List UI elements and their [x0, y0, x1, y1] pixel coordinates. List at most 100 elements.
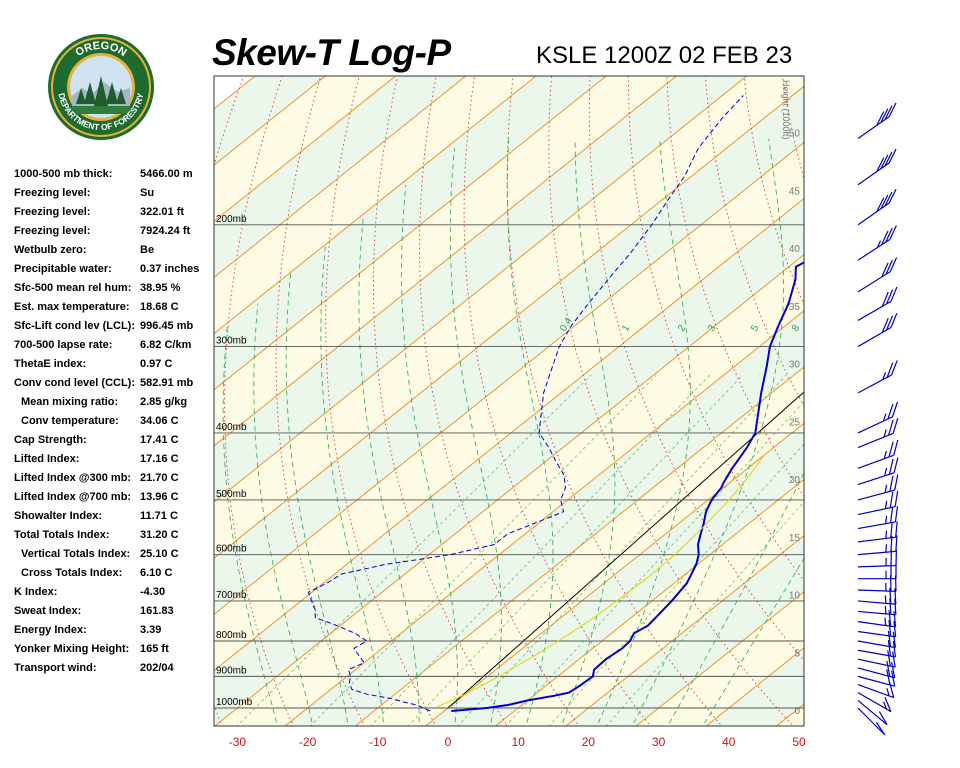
isotherm-line [635, 591, 804, 726]
isotherm-line [214, 76, 397, 222]
moist-adiabat [253, 303, 314, 726]
stat-value: -4.30 [140, 586, 166, 598]
station-time-label: KSLE 1200Z 02 FEB 23 [536, 42, 793, 69]
stat-value: 11.71 C [140, 510, 178, 522]
stat-label: Total Totals Index: [14, 529, 110, 541]
x-tick-label: -20 [299, 735, 317, 749]
isotherm-line [214, 76, 607, 391]
svg-text:OREGON: OREGON [73, 40, 128, 59]
isotherm-band [214, 76, 396, 222]
wind-barb [857, 148, 897, 186]
stat-label: Showalter Index: [14, 510, 103, 522]
stat-value: 2.85 g/kg [140, 396, 188, 408]
stat-value: 165 ft [140, 643, 169, 655]
dry-adiabat [224, 76, 294, 726]
isotherm-line [565, 534, 804, 726]
pressure-label: 800mb [216, 630, 247, 641]
mixing-ratio-line [505, 400, 804, 726]
dry-adiabat [506, 76, 723, 726]
isotherm-line [284, 310, 804, 726]
moist-adiabat [702, 557, 804, 726]
chart-title: Skew-T Log-P [212, 32, 451, 73]
stat-label: Yonker Mixing Height: [14, 643, 130, 655]
wind-barb [857, 418, 899, 449]
wind-barb [857, 360, 898, 394]
pressure-label: 200mb [216, 214, 247, 225]
pressure-label: 500mb [216, 489, 247, 500]
x-tick-label: -10 [369, 735, 387, 749]
plot-frame [213, 75, 805, 727]
wind-barb [857, 640, 897, 658]
stat-value: 17.41 C [140, 434, 179, 446]
stat-label: Mean mixing ratio: [21, 396, 119, 408]
stat-value: 38.95 % [140, 282, 181, 294]
stat-value: Su [140, 187, 155, 199]
reference-line [447, 391, 804, 709]
mixing-ratio-line [236, 374, 592, 726]
mixing-ratio-line [548, 443, 804, 726]
stat-label: K Index: [14, 586, 58, 598]
wind-barb [857, 257, 898, 293]
isotherm-band [214, 76, 804, 559]
wind-barb [857, 660, 896, 679]
stat-value: 21.70 C [140, 472, 179, 484]
stat-label: Freezing level: [14, 225, 91, 237]
mixing-ratio-label: 2 [676, 323, 689, 334]
x-tick-label: -30 [229, 735, 247, 749]
height-tick-label: 15 [789, 533, 801, 544]
stat-label: Lifted Index @300 mb: [14, 472, 132, 484]
isotherm-line [214, 254, 804, 726]
oregon-forestry-logo: OREGON DEPARTMENT OF FORESTRY [48, 34, 154, 140]
stat-value: 202/04 [140, 662, 174, 674]
wind-barb [857, 707, 886, 736]
x-tick-label: 50 [792, 735, 806, 749]
moist-adiabat [222, 325, 278, 726]
stat-label: Vertical Totals Index: [21, 548, 131, 560]
wind-barb [857, 188, 897, 226]
dry-adiabat [463, 76, 651, 726]
x-tick-label: 20 [582, 735, 596, 749]
stat-label: Conv temperature: [21, 415, 119, 427]
moist-adiabat [631, 138, 784, 726]
height-tick-label: 40 [789, 244, 801, 255]
wind-barb [857, 620, 897, 638]
isotherm-band [911, 0, 960, 731]
temperature-profile [451, 261, 804, 712]
pressure-label: 600mb [216, 544, 247, 555]
stat-value: 996.45 mb [140, 320, 194, 332]
wind-barb [857, 587, 897, 605]
isotherm-line [214, 76, 467, 279]
stat-value: 3.39 [140, 624, 162, 636]
isotherm-line [214, 76, 678, 447]
isotherm-line [214, 76, 748, 503]
stat-value: 17.16 C [140, 453, 179, 465]
stat-value: 6.10 C [140, 567, 173, 579]
stat-label: Transport wind: [14, 662, 97, 674]
moist-adiabat [320, 246, 385, 726]
height-tick-label: 45 [789, 186, 801, 197]
pressure-label: 900mb [216, 665, 247, 676]
stat-label: Sfc-Lift cond lev (LCL): [14, 320, 135, 332]
moist-adiabat [596, 138, 691, 726]
wind-barb [857, 312, 898, 348]
isotherm-line [214, 85, 804, 559]
dewpoint-profile [307, 95, 744, 712]
stat-value: 7924.24 ft [140, 225, 191, 237]
wind-barb [857, 650, 896, 668]
x-tick-label: 40 [722, 735, 736, 749]
wind-barb [857, 669, 896, 687]
dry-adiabat [916, 0, 960, 731]
mixing-ratio-label: 1 [620, 323, 633, 334]
wind-barb [857, 286, 898, 321]
stat-label: 1000-500 mb thick: [14, 168, 113, 180]
stat-value: 13.96 C [140, 491, 179, 503]
wind-barb [857, 535, 898, 556]
wind-barb [857, 457, 899, 486]
moist-adiabat [401, 184, 458, 726]
x-tick-label: 30 [652, 735, 666, 749]
logo-top-text: OREGON [73, 40, 128, 59]
mixing-ratio-label: 8 [790, 323, 803, 334]
stat-value: 31.20 C [140, 529, 179, 541]
mixing-ratio-line [605, 501, 804, 726]
